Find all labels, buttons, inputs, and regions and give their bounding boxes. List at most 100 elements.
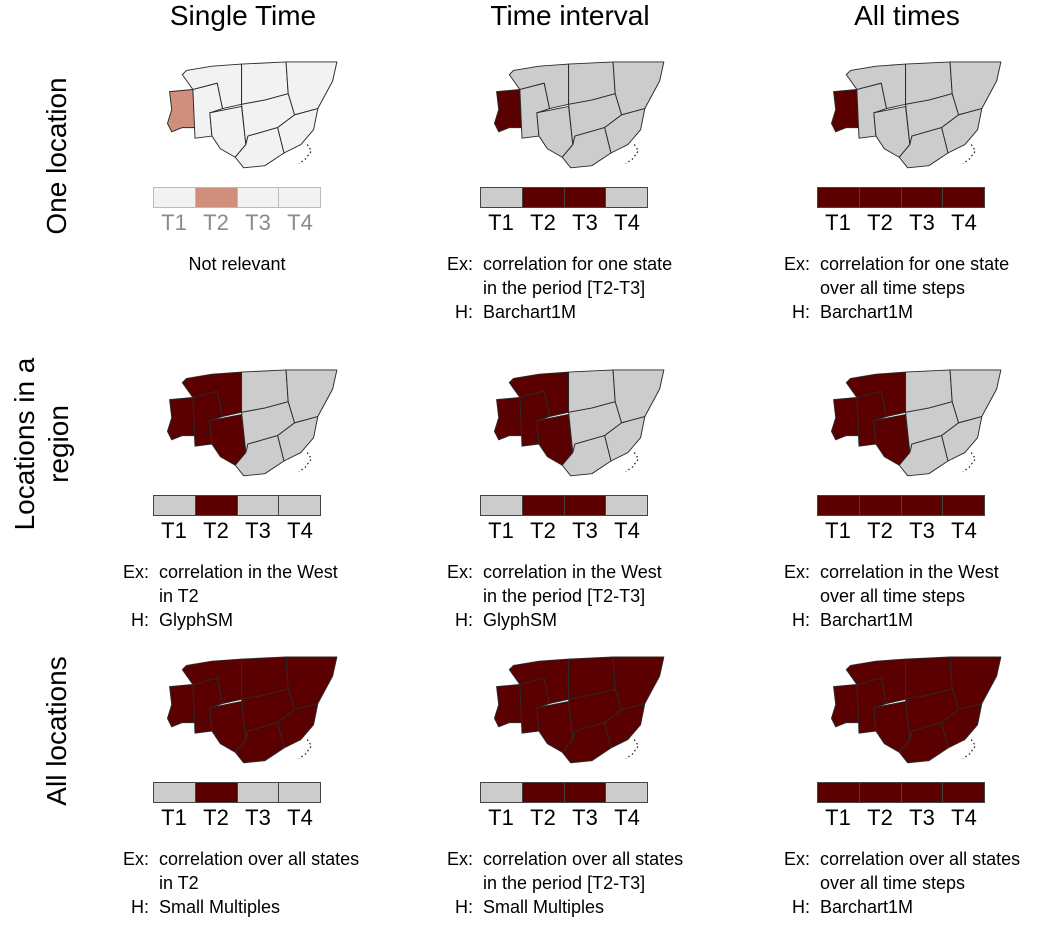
example-line2-row: in the period [T2-T3]: [431, 276, 731, 300]
map-region-south-west-highlighted: [209, 700, 247, 753]
example-line1-value: correlation over all states: [820, 849, 1021, 869]
timeline-segment-T1: [154, 496, 196, 515]
example-line1-value: correlation in the West: [159, 562, 338, 582]
timeline-label-T4: T4: [951, 805, 977, 830]
example-line2-key: [431, 871, 483, 895]
state-map: [830, 656, 1002, 764]
map-region-south-east: [234, 127, 285, 169]
timeline-label-T1: T1: [488, 805, 514, 830]
example-line1-value: correlation over all states: [159, 849, 360, 869]
timeline-label-T4: T4: [951, 210, 977, 235]
map-region-north-west-highlighted: [181, 371, 243, 418]
example-line1-row: Ex: correlation for one state: [431, 252, 731, 276]
hypothesis-row: H: Barchart1M: [768, 608, 1046, 632]
timeline-label-T4: T4: [614, 805, 640, 830]
example-line2-row: over all time steps: [768, 276, 1046, 300]
timeline-labels: T1 T2 T3 T4: [153, 518, 321, 544]
hypothesis-key: H:: [455, 302, 473, 322]
timeline-label-T3: T3: [909, 518, 935, 543]
column-header-all-times: All times: [854, 0, 960, 31]
map-region-south-west-highlighted: [536, 413, 574, 466]
hypothesis-value: Barchart1M: [820, 897, 914, 917]
cell-description: Ex: correlation over all states over all t…: [768, 847, 1046, 919]
map-region-north-west-highlighted: [181, 658, 243, 705]
hypothesis-value: Barchart1M: [483, 302, 577, 322]
row-header-locations-in-region-text: Locations in a region: [9, 357, 74, 531]
cell-description: Ex: correlation over all states in T2 H: Sma…: [104, 847, 404, 919]
map-region-north-east: [612, 61, 665, 116]
hypothesis-value: Barchart1M: [820, 610, 914, 630]
coastline-dots: [298, 452, 313, 473]
example-line2-value: in the period [T2-T3]: [483, 873, 646, 893]
example-line1-value: correlation for one state: [820, 254, 1010, 274]
timeline-label-T2: T2: [203, 210, 229, 235]
example-line1-key: Ex:: [122, 849, 149, 869]
example-line2-key: [104, 871, 159, 895]
timeline-segment-T2-selected: [522, 783, 565, 802]
timeline-labels: T1 T2 T3 T4: [817, 805, 985, 831]
map-region-north-east-highlighted: [949, 656, 1002, 711]
timeline-segment-T2-selected: [522, 496, 565, 515]
coastline-dots: [625, 452, 640, 473]
example-line2-value: in the period [T2-T3]: [483, 586, 646, 606]
timeline-label-T3: T3: [572, 518, 598, 543]
row-header-locations-in-region: Locations in a region: [8, 284, 76, 604]
timeline-label-T4: T4: [287, 518, 313, 543]
timeline-segment-T3: [237, 188, 280, 207]
timeline-segment-T4: [279, 496, 320, 515]
map-region-north-west: [845, 63, 907, 110]
timeline-bar: [153, 187, 321, 208]
example-line1-row: Ex: correlation over all states: [104, 847, 404, 871]
hypothesis-key: H:: [131, 897, 149, 917]
example-line1-row: Ex: correlation for one state: [768, 252, 1046, 276]
cell-r0-c2: T1 T2 T3 T4 Ex: correlation for one state over…: [768, 52, 1046, 332]
example-line2-value: over all time steps: [820, 278, 966, 298]
timeline-segment-T3-selected: [901, 188, 944, 207]
timeline-segment-T2-selected: [859, 783, 902, 802]
timeline-label-T3: T3: [909, 210, 935, 235]
timeline-labels: T1 T2 T3 T4: [480, 805, 648, 831]
timeline-segment-T1-selected: [818, 496, 860, 515]
map-region-south-east: [234, 435, 285, 477]
timeline-label-T3: T3: [572, 210, 598, 235]
timeline-segment-T3: [237, 783, 280, 802]
map-region-north-east: [949, 61, 1002, 116]
map-region-south-west: [536, 105, 574, 158]
example-line2-key: [431, 584, 483, 608]
example-line2-key: [431, 276, 483, 300]
map-region-coast-south-highlighted: [166, 396, 196, 441]
timeline-segment-T4-selected: [943, 783, 984, 802]
hypothesis-value: Small Multiples: [483, 897, 605, 917]
timeline-label-T1: T1: [825, 805, 851, 830]
cell-r1-c0: T1 T2 T3 T4 Ex: correlation in the West in T2 H…: [104, 360, 404, 640]
timeline-segment-T4: [279, 783, 320, 802]
timeline-bar: [480, 782, 648, 803]
example-line2-key: [768, 871, 820, 895]
map-region-north-east: [285, 61, 338, 116]
cell-description: Ex: correlation in the West in the period …: [431, 560, 731, 632]
example-line2-row: in T2: [104, 584, 404, 608]
timeline-label-T4: T4: [951, 518, 977, 543]
example-line2-value: in T2: [159, 586, 199, 606]
timeline-segment-T3-selected: [901, 783, 944, 802]
timeline-label-T2: T2: [203, 805, 229, 830]
timeline-label-T2: T2: [867, 210, 893, 235]
coastline-dots: [962, 144, 977, 165]
timeline-bar: [817, 495, 985, 516]
map-region-south-east: [561, 435, 612, 477]
timeline-labels: T1 T2 T3 T4: [817, 518, 985, 544]
timeline-segment-T3-selected: [564, 496, 607, 515]
map-region-south-west-highlighted: [536, 700, 574, 753]
timeline-segment-T4: [606, 188, 647, 207]
cell-r2-c2: T1 T2 T3 T4 Ex: correlation over all states ov…: [768, 647, 1046, 927]
map-region-north-east: [285, 369, 338, 424]
state-map: [830, 61, 1002, 169]
timeline-label-T4: T4: [287, 210, 313, 235]
example-line2-key: [768, 584, 820, 608]
hypothesis-key: H:: [455, 897, 473, 917]
state-map: [830, 369, 1002, 477]
map-region-coast-south-highlighted: [830, 683, 860, 728]
example-line1-key: Ex:: [783, 849, 810, 869]
example-line2-row: in the period [T2-T3]: [431, 871, 731, 895]
coastline-dots: [625, 739, 640, 760]
